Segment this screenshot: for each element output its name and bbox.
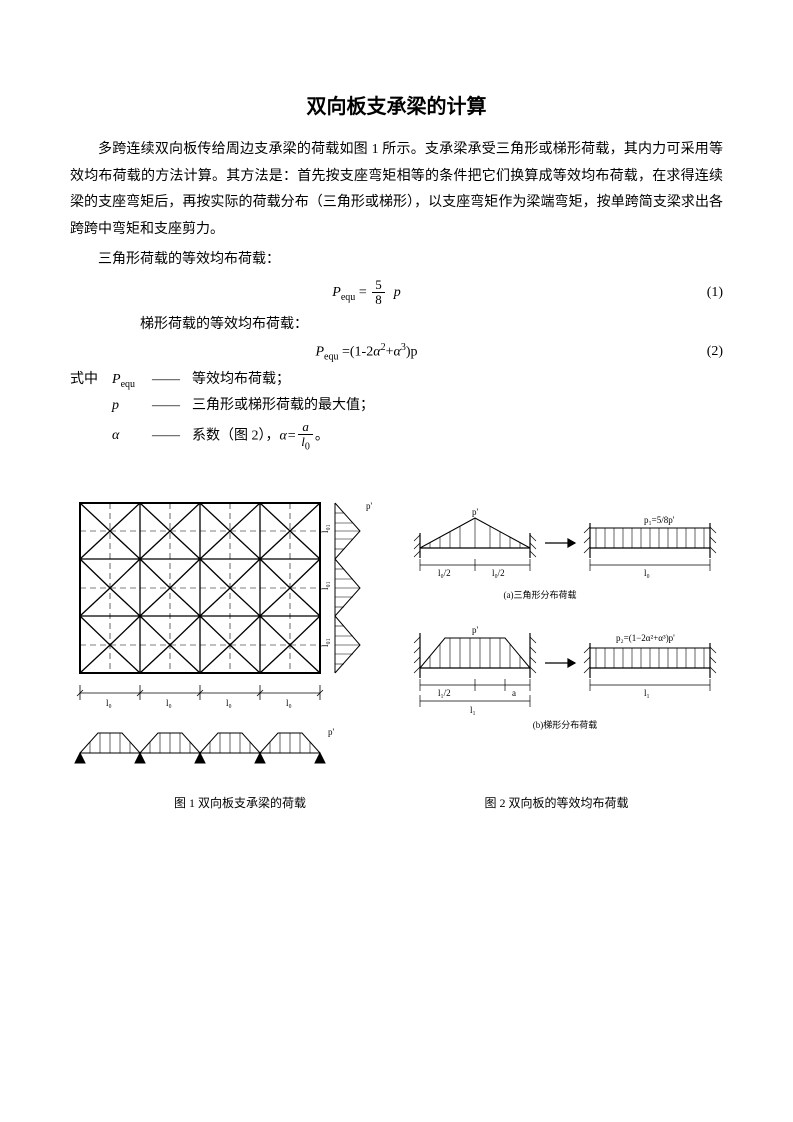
paragraph-intro: 多跨连续双向板传给周边支承梁的荷载如图 1 所示。支承梁承受三角形或梯形荷载，其… xyxy=(70,137,723,243)
figure-1-svg: p' l₀₁ l₀₁ l₀₁ xyxy=(70,493,380,768)
paragraph-tri-lead: 三角形荷载的等效均布荷载： xyxy=(70,247,723,274)
def3-alpha-eq: α= xyxy=(280,429,297,444)
eq2-number: (2) xyxy=(663,344,723,360)
eq1-p: p xyxy=(394,285,401,300)
fig2b-p: p' xyxy=(472,625,479,635)
document-page: 双向板支承梁的计算 多跨连续双向板传给周边支承梁的荷载如图 1 所示。支承梁承受… xyxy=(0,0,793,1122)
def2-sym: p xyxy=(112,393,152,420)
fig1-dim-4: l₀ xyxy=(286,698,292,708)
fig1-side-p: p' xyxy=(366,501,373,511)
fig2-cap-b: (b)梯形分布荷载 xyxy=(533,719,598,730)
definitions: 式中 Pequ —— 等效均布荷载； p —— 三角形或梯形荷载的最大值； α … xyxy=(70,367,723,453)
figures-row: p' l₀₁ l₀₁ l₀₁ xyxy=(70,493,723,768)
eq2-alpha1: α xyxy=(373,345,380,360)
eq1-fraction: 5 8 xyxy=(372,278,385,308)
equation-1: Pequ = 5 8 p (1) xyxy=(70,278,723,308)
figure-2-svg: p' l₀/2 l₀/2 xyxy=(410,493,730,748)
figure-1: p' l₀₁ l₀₁ l₀₁ xyxy=(70,493,380,768)
eq2-sub: equ xyxy=(324,352,338,363)
figure-captions: 图 1 双向板支承梁的荷载 图 2 双向板的等效均布荷载 xyxy=(70,794,723,811)
fig2a-l02-1: l₀/2 xyxy=(438,568,451,578)
def3-frac-den-sub: 0 xyxy=(305,442,310,453)
eq1-number: (1) xyxy=(663,285,723,301)
fig2a-p: p' xyxy=(472,507,479,517)
fig1-bottom-p: p' xyxy=(328,727,335,737)
def1-sym: P xyxy=(112,372,121,387)
def1-sub: equ xyxy=(121,378,135,389)
fig2b-eq: p₂=(1−2α²+α³)p' xyxy=(616,633,675,643)
def2-txt: 三角形或梯形荷载的最大值； xyxy=(192,393,723,420)
fig1-dim-1: l₀ xyxy=(106,698,112,708)
paragraph-trap-lead: 梯形荷载的等效均布荷载： xyxy=(70,312,723,339)
def3-dash: —— xyxy=(152,423,192,450)
fig2b-l1-r: l₁ xyxy=(644,688,650,698)
def2-dash: —— xyxy=(152,393,192,420)
eq2-tail: )p xyxy=(406,345,418,360)
fig2b-l12: l₁/2 xyxy=(438,688,451,698)
fig2a-l02-2: l₀/2 xyxy=(492,568,505,578)
eq2-mid1: =(1-2 xyxy=(339,345,374,360)
fig1-dim-3: l₀ xyxy=(226,698,232,708)
defs-lead: 式中 xyxy=(70,367,112,394)
def1-dash: —— xyxy=(152,367,192,394)
def3-sym: α xyxy=(112,423,152,450)
fig1-side-l1: l₀₁ xyxy=(320,524,330,533)
page-title: 双向板支承梁的计算 xyxy=(70,90,723,119)
svg-text:a: a xyxy=(512,688,516,698)
fig2a-l0: l₀ xyxy=(644,568,650,578)
figure-2: p' l₀/2 l₀/2 xyxy=(410,493,730,748)
def3-period: 。 xyxy=(315,429,329,444)
eq2-alpha2: α xyxy=(394,345,401,360)
def1-txt: 等效均布荷载； xyxy=(192,367,723,394)
eq2-P: P xyxy=(315,345,324,360)
eq1-P: P xyxy=(332,285,341,300)
eq2-mid2: + xyxy=(386,345,394,360)
eq1-sub: equ xyxy=(341,292,355,303)
def3-txt-a: 系数（图 2）， xyxy=(192,429,280,444)
fig2b-l1: l₁ xyxy=(470,705,476,715)
fig1-dim-2: l₀ xyxy=(166,698,172,708)
def3-fraction: al0 xyxy=(298,420,313,453)
def3-frac-num: a xyxy=(298,420,313,435)
fig2a-eq: p₁=5/8p' xyxy=(644,515,675,525)
fig2-cap-a: (a)三角形分布荷载 xyxy=(504,589,577,600)
caption-fig1: 图 1 双向板支承梁的荷载 xyxy=(90,794,390,811)
eq1-frac-num: 5 xyxy=(372,278,385,293)
caption-fig2: 图 2 双向板的等效均布荷载 xyxy=(390,794,723,811)
fig1-side-l2: l₀₁ xyxy=(320,581,330,590)
eq1-frac-den: 8 xyxy=(372,293,385,307)
fig1-side-l3: l₀₁ xyxy=(320,638,330,647)
equation-2: Pequ =(1-2α2+α3)p (2) xyxy=(70,342,723,362)
